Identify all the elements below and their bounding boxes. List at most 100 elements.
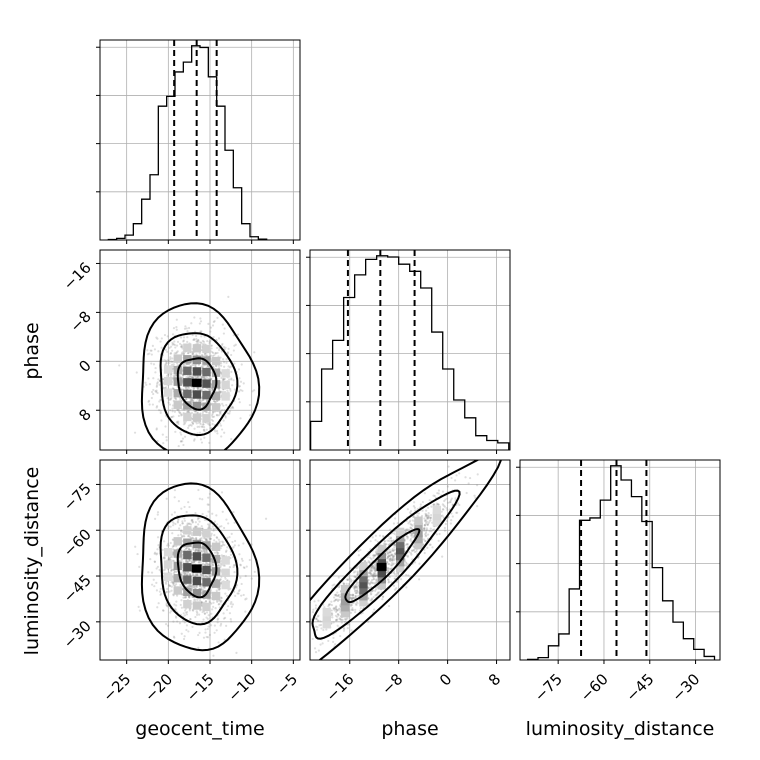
sample-point [196, 387, 199, 390]
sample-point [204, 550, 207, 553]
sample-point [370, 592, 373, 595]
sample-point [359, 548, 362, 552]
sample-point [320, 627, 323, 630]
sample-point [224, 550, 228, 553]
sample-point [156, 382, 159, 385]
sample-point [188, 375, 191, 378]
sample-point [179, 412, 182, 415]
sample-point [349, 566, 352, 570]
sample-point [188, 548, 191, 551]
sample-point [386, 556, 389, 560]
sample-point [232, 565, 235, 569]
sample-point [177, 420, 180, 423]
sample-point [375, 579, 378, 582]
sample-point [197, 550, 200, 553]
sample-point [355, 591, 359, 594]
sample-point [173, 571, 176, 574]
sample-point [315, 618, 318, 621]
sample-point [209, 389, 212, 392]
sample-point [179, 345, 183, 348]
sample-point [219, 601, 222, 604]
density-cell [173, 537, 182, 546]
density-cell [192, 576, 202, 586]
sample-point [159, 398, 162, 401]
sample-point [180, 606, 184, 609]
sample-point [208, 537, 211, 540]
sample-point [422, 527, 426, 530]
sample-point [206, 503, 209, 506]
sample-point [189, 584, 192, 588]
sample-point [406, 554, 409, 557]
density-cell [211, 554, 221, 564]
sample-point [423, 524, 427, 527]
sample-point [201, 550, 204, 553]
density-shading [163, 526, 230, 612]
sample-point [155, 552, 159, 555]
sample-point [331, 584, 334, 587]
sample-point [211, 354, 215, 358]
sample-point [213, 534, 216, 537]
sample-point [184, 398, 187, 401]
sample-point [343, 620, 347, 624]
sample-point [196, 598, 199, 602]
sample-point [194, 548, 198, 551]
density-cell [359, 598, 368, 607]
sample-point [437, 539, 440, 542]
sample-point [395, 575, 398, 578]
sample-point [182, 571, 185, 574]
sample-point [184, 547, 188, 550]
density-cell [414, 534, 423, 544]
sample-point [175, 328, 178, 331]
sample-point [215, 589, 218, 592]
sample-point [173, 397, 176, 400]
sample-point [198, 399, 202, 402]
sample-point [442, 504, 445, 507]
sample-point [351, 606, 354, 610]
sample-point [181, 522, 184, 525]
sample-point [204, 600, 208, 603]
density-cell [221, 392, 230, 401]
sample-point [349, 578, 352, 581]
sample-point [222, 378, 225, 381]
sample-point [191, 333, 194, 337]
sample-point [332, 636, 335, 640]
sample-point [184, 611, 188, 614]
sample-point [206, 339, 209, 343]
sample-point [335, 609, 338, 612]
sample-point [373, 608, 376, 611]
sample-point [410, 523, 413, 526]
sample-point [214, 430, 217, 433]
density-cell [173, 400, 182, 409]
sample-point [203, 586, 207, 589]
sample-point [388, 563, 391, 566]
sample-point [376, 591, 380, 594]
sample-point [264, 517, 268, 520]
sample-point [155, 581, 158, 584]
sample-point [192, 560, 196, 563]
sample-point [216, 552, 219, 555]
sample-point [427, 533, 430, 536]
sample-point [173, 489, 177, 492]
sample-point [164, 581, 168, 584]
sample-point [218, 540, 221, 543]
sample-point [170, 396, 173, 399]
sample-point [393, 555, 396, 558]
sample-point [191, 536, 194, 540]
sample-point [194, 585, 197, 588]
sample-point [185, 613, 189, 616]
sample-point [191, 376, 194, 379]
sample-point [350, 579, 353, 582]
sample-point [191, 376, 195, 379]
sample-point [174, 615, 178, 618]
sample-point [422, 529, 426, 532]
histogram-luminosity_distance [526, 465, 716, 661]
sample-point [450, 512, 453, 515]
sample-point [153, 552, 156, 555]
sample-point [378, 591, 381, 594]
sample-point [190, 421, 194, 424]
sample-point [216, 316, 219, 319]
sample-point [177, 414, 181, 418]
sample-point [386, 552, 389, 555]
sample-point [201, 563, 204, 567]
sample-point [436, 502, 440, 506]
